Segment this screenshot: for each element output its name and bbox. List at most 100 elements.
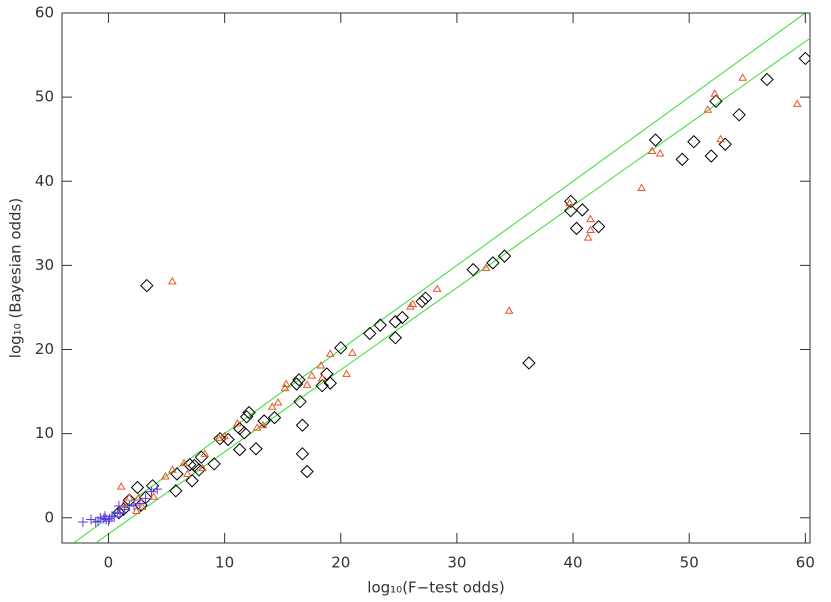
point — [486, 256, 500, 270]
point — [119, 500, 128, 509]
point — [388, 315, 403, 329]
point — [586, 225, 595, 234]
point — [130, 480, 145, 495]
point — [112, 506, 126, 520]
point — [257, 414, 271, 428]
point — [406, 302, 415, 310]
point — [192, 463, 206, 477]
point — [170, 467, 184, 481]
point — [233, 419, 242, 427]
point — [466, 262, 480, 277]
point — [307, 371, 317, 379]
reference-line — [73, 13, 807, 543]
point — [167, 465, 177, 473]
point — [342, 369, 351, 377]
point — [258, 420, 268, 429]
point — [522, 356, 536, 370]
y-tick-label: 0 — [44, 508, 54, 526]
point — [252, 423, 262, 431]
plot-area — [73, 13, 810, 543]
point — [267, 410, 282, 425]
point — [129, 500, 140, 511]
point — [317, 373, 327, 382]
y-tick-label: 40 — [35, 172, 54, 190]
point — [140, 278, 154, 293]
x-tick-label: 30 — [447, 554, 466, 572]
point — [267, 402, 277, 410]
point — [149, 492, 159, 500]
point — [432, 284, 442, 292]
point — [179, 458, 189, 467]
point — [323, 376, 338, 390]
point — [395, 310, 410, 325]
point — [239, 410, 254, 424]
point — [564, 194, 578, 209]
point — [704, 149, 718, 163]
point — [325, 349, 335, 357]
y-tick-label: 20 — [35, 340, 54, 358]
point — [187, 458, 202, 473]
point — [220, 431, 229, 440]
point — [249, 442, 263, 456]
x-tick-label: 0 — [104, 554, 114, 572]
point — [792, 99, 802, 107]
y-tick-label: 60 — [35, 4, 54, 22]
point — [418, 291, 433, 305]
point — [363, 326, 377, 341]
point — [185, 474, 199, 488]
point — [716, 134, 725, 143]
x-axis-label: log₁₀(F−test odds) — [367, 579, 504, 597]
point — [237, 426, 252, 440]
point — [760, 72, 774, 87]
point — [207, 457, 221, 471]
point — [116, 482, 126, 490]
point — [169, 484, 183, 498]
point — [214, 433, 224, 441]
x-tick-label: 20 — [331, 554, 350, 572]
point — [124, 500, 135, 511]
point — [280, 383, 290, 392]
point — [703, 105, 713, 113]
point — [315, 378, 329, 393]
point — [334, 341, 348, 355]
point — [415, 294, 429, 309]
point — [167, 276, 177, 285]
point — [637, 183, 646, 191]
point — [481, 263, 491, 271]
point — [591, 219, 606, 234]
point — [320, 367, 334, 381]
point — [373, 318, 387, 332]
point — [798, 51, 810, 66]
point — [103, 516, 114, 527]
point — [718, 137, 732, 151]
point — [504, 306, 514, 314]
point — [233, 421, 247, 436]
point — [77, 516, 88, 527]
point — [497, 249, 512, 263]
point — [732, 108, 746, 122]
y-tick-label: 10 — [35, 424, 54, 442]
point — [300, 464, 314, 479]
point — [738, 73, 748, 81]
point — [233, 442, 247, 457]
point — [564, 203, 578, 218]
point — [648, 133, 663, 147]
point — [131, 506, 141, 515]
point — [99, 511, 110, 522]
point — [221, 432, 235, 447]
point — [388, 331, 403, 345]
point — [90, 516, 101, 527]
point — [134, 493, 144, 501]
point — [295, 418, 310, 432]
point — [348, 348, 357, 356]
x-tick-label: 50 — [680, 554, 699, 572]
point — [86, 514, 97, 525]
x-tick-label: 40 — [564, 554, 583, 572]
point — [710, 89, 720, 97]
point — [113, 500, 124, 511]
point — [302, 380, 312, 388]
point — [316, 360, 326, 369]
point — [200, 449, 210, 457]
point — [198, 463, 207, 472]
